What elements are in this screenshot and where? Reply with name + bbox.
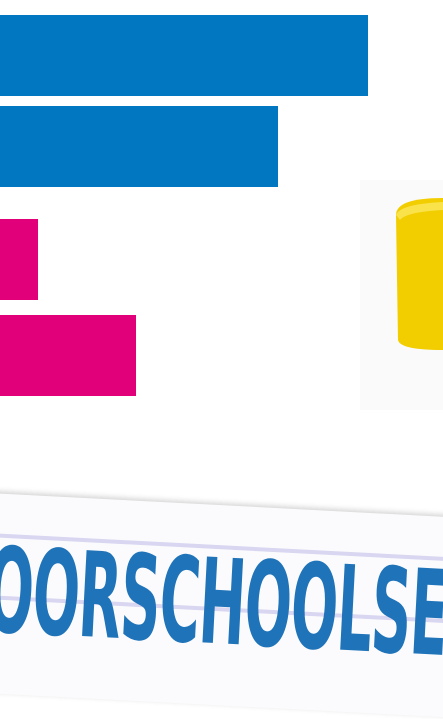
blue-block — [0, 15, 368, 96]
pink-block — [0, 315, 136, 396]
blue-block — [0, 106, 278, 187]
cylinder-body — [396, 198, 443, 350]
yellow-cylinder — [360, 180, 443, 410]
paper: OORSCHOOLSE — [0, 492, 443, 719]
page: OORSCHOOLSE (() => { const data = JSON.p… — [0, 0, 443, 636]
pink-block — [0, 219, 38, 300]
heading: OORSCHOOLSE — [0, 531, 443, 673]
